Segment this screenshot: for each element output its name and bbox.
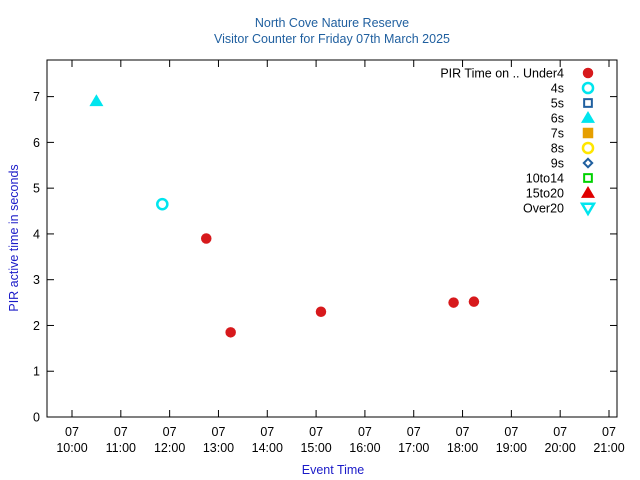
- x-tick-time: 20:00: [545, 441, 576, 455]
- x-tick-day: 07: [407, 425, 421, 439]
- x-tick-time: 11:00: [106, 441, 136, 455]
- x-tick-time: 21:00: [593, 441, 624, 455]
- legend-entry-label: PIR Time on .. Under4: [440, 67, 564, 81]
- legend-marker: [582, 127, 594, 139]
- x-axis-label: Event Time: [302, 463, 365, 477]
- y-tick-label: 7: [33, 90, 40, 104]
- x-tick-time: 14:00: [252, 441, 283, 455]
- legend-entry-label: 4s: [551, 82, 564, 96]
- x-tick-day: 07: [163, 425, 177, 439]
- y-tick-label: 6: [33, 136, 40, 150]
- data-point: [468, 296, 480, 307]
- y-tick-label: 4: [33, 227, 40, 241]
- x-tick-time: 17:00: [398, 441, 429, 455]
- x-tick-day: 07: [504, 425, 518, 439]
- x-tick-day: 07: [553, 425, 567, 439]
- x-tick-time: 16:00: [349, 441, 380, 455]
- data-point: [315, 306, 327, 317]
- x-tick-day: 07: [65, 425, 79, 439]
- x-tick-day: 07: [260, 425, 274, 439]
- legend-marker: [581, 186, 595, 198]
- x-tick-time: 12:00: [154, 441, 185, 455]
- x-tick-time: 13:00: [203, 441, 234, 455]
- data-point: [156, 197, 169, 211]
- legend-marker: [581, 141, 595, 155]
- x-tick-time: 19:00: [496, 441, 527, 455]
- y-axis: 0 1 2 3 4 5 6 7: [33, 90, 617, 425]
- legend-marker: [583, 173, 593, 183]
- legend-entry-label: 10to14: [526, 172, 564, 186]
- legend-marker: [582, 67, 594, 79]
- x-tick-day: 07: [358, 425, 372, 439]
- x-tick-day: 07: [602, 425, 616, 439]
- plot-frame: [46, 59, 618, 418]
- y-tick-label: 5: [33, 182, 40, 196]
- legend-entry-label: 5s: [551, 97, 564, 111]
- y-tick-label: 0: [33, 411, 40, 425]
- legend-marker: [583, 98, 593, 108]
- chart-subtitle: Visitor Counter for Friday 07th March 20…: [214, 32, 450, 46]
- legend-entry-label: 9s: [551, 157, 564, 171]
- legend-entry-label: 6s: [551, 112, 564, 126]
- x-tick-time: 18:00: [447, 441, 478, 455]
- legend-entry-label: 15to20: [526, 187, 564, 201]
- x-axis: 07 10:00 07 11:00 07 12:00 07 13:00 07 14:00 07 15:…: [56, 60, 625, 455]
- y-axis-label: PIR active time in seconds: [7, 164, 21, 311]
- x-tick-day: 07: [212, 425, 226, 439]
- y-tick-label: 2: [33, 319, 40, 333]
- chart-title: North Cove Nature Reserve: [255, 16, 409, 30]
- data-points: [89, 94, 480, 338]
- x-tick-day: 07: [114, 425, 128, 439]
- legend-marker: [579, 202, 597, 217]
- legend-marker: [582, 157, 594, 169]
- x-tick-time: 10:00: [56, 441, 87, 455]
- data-point: [225, 327, 236, 338]
- legend-entry-label: 7s: [551, 127, 564, 141]
- legend-marker: [581, 81, 595, 95]
- x-tick-time: 15:00: [300, 441, 331, 455]
- legend-marker: [581, 111, 595, 123]
- y-tick-label: 3: [33, 273, 40, 287]
- legend-entry-label: 8s: [551, 142, 564, 156]
- data-point: [448, 297, 459, 308]
- legend: PIR Time on .. Under44s5s6s7s8s9s10to141…: [440, 67, 597, 217]
- data-point: [89, 94, 104, 107]
- x-tick-day: 07: [309, 425, 323, 439]
- legend-entry-label: Over20: [523, 202, 564, 216]
- data-point: [201, 233, 212, 244]
- y-tick-label: 1: [33, 365, 40, 379]
- x-tick-day: 07: [456, 425, 470, 439]
